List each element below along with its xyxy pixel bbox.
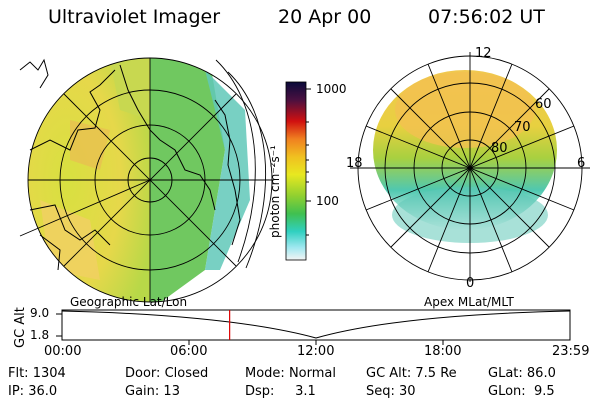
mlt-label-18: 18 [346, 156, 363, 171]
geographic-map [19, 57, 273, 303]
timeline-xtick-1200: 12:00 [297, 344, 335, 359]
time-label: 07:56:02 UT [428, 6, 545, 28]
mlt-label-0: 0 [466, 276, 475, 291]
geographic-label: Geographic Lat/Lon [70, 295, 188, 309]
timeline-xtick-2359: 23:59 [552, 344, 590, 359]
mlt-label-12: 12 [475, 46, 492, 61]
timeline-ylabel: GC Alt [13, 307, 28, 348]
timeline-xtick-1800: 18:00 [424, 344, 462, 359]
mode-info: Mode: Normal [245, 366, 336, 381]
door-info: Door: Closed [125, 366, 209, 381]
glat-info: GLat: 86.0 [488, 366, 556, 381]
magnetic-polar-plot [350, 52, 590, 282]
seq-info: Seq: 30 [366, 384, 416, 399]
colorbar-tick-100: 100 [316, 194, 339, 208]
color-scale-bar [285, 81, 311, 261]
lat-label-70: 70 [514, 120, 531, 135]
flt-info: Flt: 1304 [8, 366, 66, 381]
timeline-xtick-0000: 00:00 [44, 344, 82, 359]
apex-label: Apex MLat/MLT [424, 295, 514, 309]
date-label: 20 Apr 00 [278, 6, 372, 28]
mlt-label-6: 6 [577, 156, 586, 171]
dsp-info: Dsp: 3.1 [245, 384, 316, 399]
timeline-ytick-min: 1.8 [30, 328, 50, 342]
timeline-xtick-0600: 06:00 [170, 344, 208, 359]
gain-info: Gain: 13 [125, 384, 180, 399]
colorbar-tick-1000: 1000 [316, 82, 347, 96]
gcalt-info: GC Alt: 7.5 Re [366, 366, 457, 381]
lat-label-60: 60 [535, 97, 552, 112]
timeline-ytick-max: 9.0 [30, 306, 50, 320]
ip-info: IP: 36.0 [8, 384, 58, 399]
colorbar-unit-label: photon cm⁻²s⁻¹ [268, 145, 282, 238]
app-title: Ultraviolet Imager [48, 6, 221, 28]
altitude-timeline [56, 309, 571, 345]
glon-info: GLon: 9.5 [488, 384, 555, 399]
lat-label-80: 80 [491, 141, 508, 156]
